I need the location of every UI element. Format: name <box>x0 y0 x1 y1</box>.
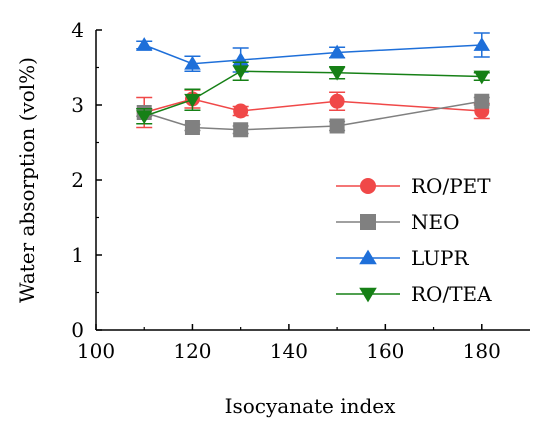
x-tick-label: 160 <box>366 339 404 363</box>
data-point-ro-pet <box>233 103 249 119</box>
legend: RO/PET NEO LUPR RO/TEA <box>336 174 492 306</box>
data-point-neo <box>184 120 200 135</box>
data-point-lupr <box>184 55 201 70</box>
y-tick-label: 2 <box>71 168 84 192</box>
data-point-lupr <box>135 37 153 51</box>
data-point-ro-tea <box>184 93 201 108</box>
legend-item-ro-pet: RO/PET <box>336 174 491 198</box>
y-tick-label: 4 <box>71 18 84 42</box>
data-point-lupr <box>328 44 346 59</box>
legend-marker <box>359 287 377 303</box>
y-tick-label: 1 <box>71 243 84 267</box>
axes-layer: 100 120 140 160 180 0 1 2 3 4 <box>71 18 530 363</box>
series-layer <box>135 32 491 138</box>
data-point-neo <box>329 118 345 134</box>
legend-label: RO/PET <box>411 174 491 198</box>
data-point-ro-tea <box>232 65 249 80</box>
legend-item-ro-tea: RO/TEA <box>336 282 492 306</box>
x-tick-label: 140 <box>270 339 308 363</box>
legend-item-lupr: LUPR <box>336 246 470 270</box>
x-tick-label: 180 <box>463 339 501 363</box>
legend-label: NEO <box>411 210 460 234</box>
data-point-ro-pet <box>329 93 345 109</box>
legend-marker <box>360 214 376 230</box>
data-point-ro-tea <box>328 66 346 81</box>
x-tick-label: 120 <box>173 339 211 363</box>
data-point-neo <box>233 122 249 138</box>
y-tick-label: 3 <box>71 93 84 117</box>
legend-label: LUPR <box>411 246 470 270</box>
data-point-neo <box>474 93 490 109</box>
data-point-ro-tea <box>473 70 491 85</box>
data-point-lupr <box>473 37 491 51</box>
legend-marker <box>360 178 376 194</box>
series-lupr <box>135 32 491 73</box>
y-axis-label: Water absorption (vol%) <box>15 57 39 303</box>
legend-marker <box>359 249 377 265</box>
data-point-ro-tea <box>135 110 153 125</box>
x-axis-label: Isocyanate index <box>225 394 397 418</box>
series-ro-tea <box>135 61 491 125</box>
y-tick-label: 0 <box>71 318 84 342</box>
x-tick-label: 100 <box>77 339 115 363</box>
legend-item-neo: NEO <box>336 210 460 234</box>
legend-label: RO/TEA <box>411 282 492 306</box>
